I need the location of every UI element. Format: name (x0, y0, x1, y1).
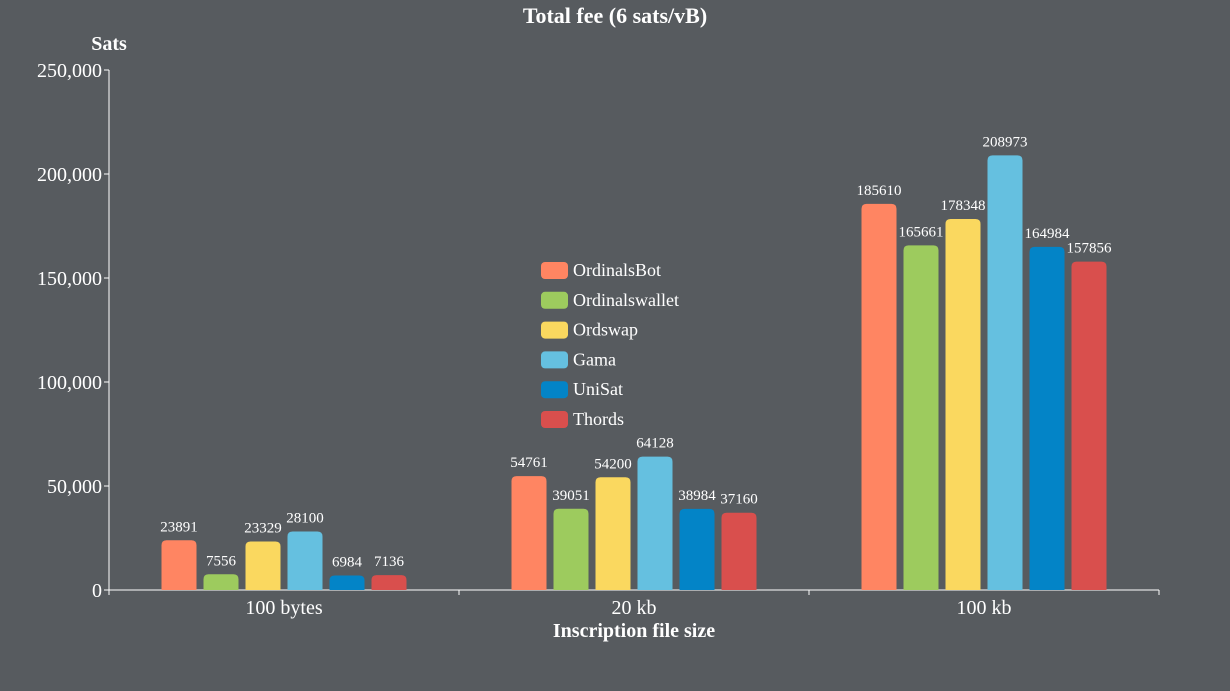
legend: OrdinalsBot Ordinalswallet Ordswap Gama UniS… (541, 260, 679, 429)
legend-swatch (541, 411, 568, 428)
chart-title: Total fee (6 sats/vB) (523, 3, 707, 28)
bar (721, 512, 757, 590)
legend-swatch (541, 321, 568, 339)
data-label: 23329 (244, 520, 282, 536)
legend-label: Gama (573, 349, 616, 369)
data-label: 39051 (552, 488, 590, 504)
data-label: 165661 (899, 224, 944, 240)
y-tick-label: 100,000 (37, 372, 102, 394)
x-axis-title: Inscription file size (553, 620, 715, 642)
legend-swatch (541, 381, 568, 399)
bar (595, 477, 631, 590)
x-tick-label: 20 kb (612, 597, 657, 619)
x-tick-label: 100 bytes (245, 597, 322, 619)
legend-swatch (541, 351, 568, 369)
bar (679, 508, 715, 590)
data-label: 28100 (286, 511, 324, 527)
data-label: 157856 (1067, 241, 1113, 257)
data-label: 6984 (332, 554, 363, 570)
bar (553, 508, 589, 590)
data-label: 164984 (1025, 226, 1071, 242)
y-tick-label: 250,000 (37, 60, 102, 82)
bar (945, 219, 981, 590)
legend-swatch (541, 262, 568, 279)
bar (1071, 261, 1107, 590)
data-label: 38984 (678, 488, 716, 504)
legend-label: Ordswap (573, 320, 638, 340)
bar (203, 574, 239, 590)
legend-label: Thords (573, 409, 624, 429)
legend-label: UniSat (573, 379, 623, 399)
data-label: 178348 (941, 198, 986, 214)
data-label: 208973 (983, 134, 1028, 150)
y-tick-label: 150,000 (37, 268, 102, 290)
data-label: 64128 (636, 436, 674, 452)
bar (511, 476, 547, 590)
bar (371, 575, 407, 590)
data-label: 37160 (720, 492, 758, 508)
y-tick-label: 200,000 (37, 164, 102, 186)
bar (637, 456, 673, 590)
bar (1029, 246, 1065, 590)
data-label: 185610 (857, 183, 902, 199)
bar (987, 155, 1023, 590)
data-label: 54200 (594, 456, 632, 472)
data-label: 7556 (206, 553, 237, 569)
y-tick-label: 0 (92, 580, 102, 602)
bar (287, 531, 323, 590)
bar (903, 245, 939, 591)
legend-swatch (541, 291, 568, 309)
x-tick-label: 100 kb (957, 597, 1012, 619)
data-label: 7136 (374, 554, 405, 570)
legend-label: OrdinalsBot (573, 260, 661, 280)
data-label: 54761 (510, 455, 548, 471)
y-axis-title: Sats (91, 33, 127, 55)
bar (245, 541, 281, 590)
bar (861, 203, 897, 590)
legend-label: Ordinalswallet (573, 290, 679, 310)
data-label: 23891 (160, 519, 198, 535)
y-tick-label: 50,000 (47, 476, 102, 498)
bar (329, 575, 365, 590)
axes: 0 50,000 100,000 150,000 200,000 250,000 100 b… (37, 60, 1160, 619)
bar (161, 540, 197, 590)
